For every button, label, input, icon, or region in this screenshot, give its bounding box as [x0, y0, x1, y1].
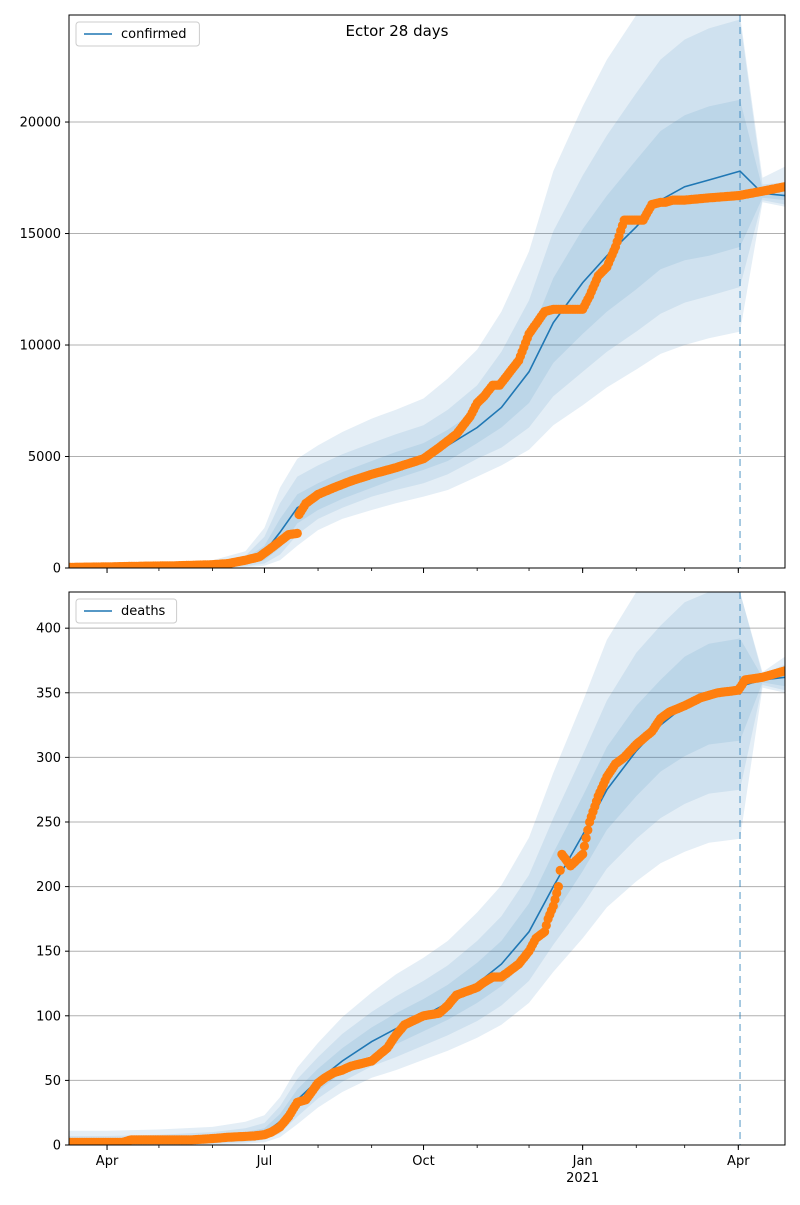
deaths-legend-box	[75, 598, 178, 624]
deaths-observed-point	[579, 841, 590, 851]
deaths-observed-point	[555, 865, 565, 876]
confirmed-band-2	[69, 19, 785, 568]
confirmed-ytick-label: 0	[53, 562, 61, 577]
confirmed-observed-point	[292, 528, 302, 539]
deaths-panel: 0 50 100 150 200 250 300 350 400 Apr Jul Oct Jan 2021…	[36, 591, 786, 1186]
confirmed-ytick-label: 20000	[20, 116, 61, 131]
deaths-ytick-label: 250	[36, 815, 61, 830]
confirmed-band-3	[69, 15, 785, 568]
confirmed-panel: 0 5000 10000 15000 20000 confirmed Ector 28 …	[20, 14, 786, 577]
chart-title: Ector 28 days	[346, 22, 449, 40]
deaths-grid	[69, 627, 785, 1146]
deaths-ytick-label: 100	[36, 1009, 61, 1024]
deaths-observed-point	[578, 849, 588, 859]
deaths-ytick-label: 150	[36, 945, 61, 960]
confirmed-legend-box	[75, 21, 200, 47]
confirmed-ytick-label: 5000	[28, 450, 61, 465]
deaths-xtick-label: Jul	[256, 1154, 273, 1169]
deaths-observed-point	[780, 666, 785, 676]
deaths-observed-point	[553, 882, 564, 892]
deaths-xtick-label: Apr	[727, 1154, 750, 1169]
deaths-plot-frame	[68, 591, 786, 1146]
confirmed-ytick-label: 15000	[20, 227, 61, 242]
deaths-ytick-label: 300	[36, 751, 61, 766]
deaths-xtick-label: Apr	[96, 1154, 119, 1169]
deaths-xtick-label: Oct	[412, 1154, 434, 1169]
deaths-xtick-label: Jan	[572, 1154, 593, 1169]
deaths-ytick-label: 50	[44, 1074, 61, 1089]
confirmed-ytick-label: 10000	[20, 339, 61, 354]
deaths-band-3	[69, 592, 785, 1145]
confirmed-uncertainty-bands	[69, 15, 785, 568]
deaths-band-1	[69, 638, 785, 1145]
deaths-ytick-label: 350	[36, 686, 61, 701]
confirmed-observed-point	[780, 182, 785, 192]
deaths-xtick-year-label: 2021	[566, 1171, 599, 1186]
deaths-uncertainty-bands	[69, 592, 785, 1145]
deaths-ytick-label: 0	[53, 1139, 61, 1154]
confirmed-legend-label: confirmed	[121, 27, 187, 42]
confirmed-plot-frame	[68, 14, 786, 569]
deaths-band-2	[69, 592, 785, 1145]
deaths-axes: 0 50 100 150 200 250 300 350 400 Apr Jul Oct Jan 2021…	[36, 591, 786, 1186]
deaths-observed-point	[581, 833, 591, 843]
deaths-observed-point	[583, 825, 593, 835]
confirmed-band-1	[69, 99, 785, 568]
deaths-ytick-label: 400	[36, 622, 61, 637]
confirmed-observed-points	[69, 182, 785, 568]
confirmed-legend: confirmed	[75, 21, 200, 47]
confirmed-axes: 0 5000 10000 15000 20000	[20, 14, 786, 577]
deaths-observed-points	[69, 666, 785, 1145]
deaths-legend-label: deaths	[121, 604, 166, 619]
deaths-ytick-label: 200	[36, 880, 61, 895]
deaths-legend: deaths	[75, 598, 178, 624]
